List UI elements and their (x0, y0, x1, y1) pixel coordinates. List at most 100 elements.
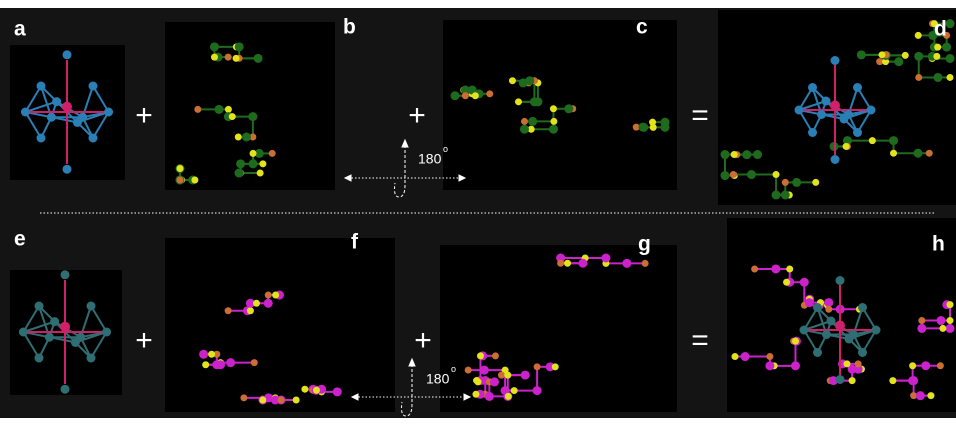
atom (765, 361, 774, 370)
atom (829, 142, 838, 151)
atom (259, 397, 266, 404)
atom (472, 391, 479, 398)
atom (89, 82, 98, 91)
atom (825, 306, 832, 313)
atom (915, 74, 922, 81)
panel-label: b (343, 16, 356, 39)
atom (827, 317, 836, 326)
atom (639, 123, 648, 132)
atom (947, 301, 954, 308)
atom (773, 171, 780, 178)
operator: + (135, 99, 153, 132)
atom (933, 73, 942, 82)
atom (225, 54, 232, 61)
atom (661, 118, 670, 127)
atom (278, 397, 285, 404)
atom (254, 54, 263, 63)
atom (916, 391, 925, 400)
atom (87, 354, 96, 363)
atom (552, 363, 559, 370)
atom (272, 292, 279, 299)
atom (942, 43, 951, 52)
atom (649, 119, 656, 126)
atom (915, 32, 922, 39)
atom (918, 317, 925, 324)
atom (19, 328, 28, 337)
atom (753, 150, 762, 159)
atom (747, 170, 756, 179)
atom (849, 377, 856, 384)
atom (836, 375, 845, 384)
atom (520, 125, 529, 134)
atom (914, 52, 923, 61)
atom (800, 326, 809, 335)
atom (822, 97, 831, 106)
atom (37, 134, 46, 143)
atom (766, 353, 773, 360)
atom (795, 106, 804, 115)
atom (265, 292, 272, 299)
atom (805, 298, 814, 307)
panel-label: a (14, 18, 26, 41)
figure: a b c d e f g h + + = + + = 180 o 180 o (0, 0, 956, 426)
atom (61, 385, 70, 394)
atom (601, 254, 610, 263)
atom (781, 191, 790, 200)
atom (946, 19, 955, 28)
atom (451, 91, 460, 100)
atom (530, 97, 539, 106)
atom (731, 151, 738, 158)
atom (853, 83, 862, 92)
atom (564, 260, 571, 267)
atom (465, 367, 472, 374)
atom (525, 76, 534, 85)
atom (853, 128, 862, 137)
atom (475, 378, 482, 385)
panel-c (443, 20, 677, 190)
atom (50, 317, 59, 326)
atom (557, 260, 564, 267)
operator: + (408, 99, 426, 132)
operator: + (414, 324, 432, 357)
atom (902, 52, 909, 59)
atom (226, 358, 235, 367)
atom (301, 386, 308, 393)
atom (191, 177, 198, 184)
atom (792, 338, 799, 345)
atom (225, 106, 232, 113)
atom (783, 279, 790, 286)
panel-label: f (351, 231, 359, 254)
atom (843, 360, 850, 367)
atom (742, 150, 751, 159)
atom (509, 77, 516, 84)
atom (751, 265, 758, 272)
atom (840, 115, 849, 124)
atom (87, 302, 96, 311)
rotation-unit: o (451, 364, 456, 374)
atom (934, 44, 941, 51)
rotation-unit: o (443, 144, 448, 154)
atom (782, 179, 789, 186)
atom (248, 112, 257, 121)
atom (235, 169, 244, 178)
atom (210, 42, 219, 51)
atom (946, 54, 955, 63)
atom (212, 360, 221, 369)
atom (505, 393, 512, 400)
atom (813, 303, 822, 312)
atom (313, 387, 320, 394)
atom (867, 106, 876, 115)
atom (813, 348, 822, 357)
atom (894, 57, 903, 66)
atom (947, 317, 954, 324)
atom (800, 278, 809, 287)
panel-label: e (14, 228, 26, 251)
atom (792, 178, 801, 187)
atom (194, 106, 201, 113)
atom (249, 159, 258, 168)
atom (939, 325, 946, 332)
panel-label: d (934, 18, 947, 41)
atom (177, 165, 184, 172)
atom (293, 397, 300, 404)
atom (578, 259, 587, 268)
